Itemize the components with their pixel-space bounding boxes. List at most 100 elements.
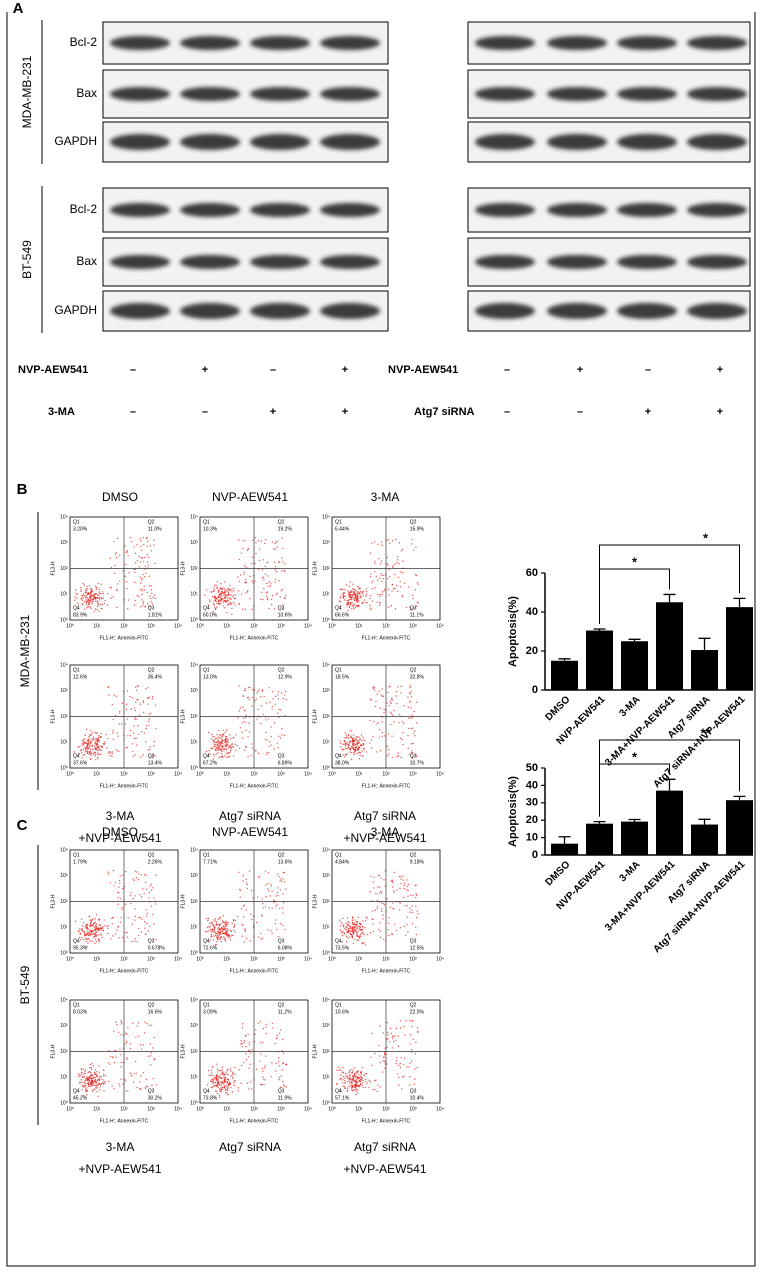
plot-caption: +NVP-AEW541 xyxy=(343,831,426,845)
flow-dot xyxy=(131,923,133,925)
x-tick-label: 10³ xyxy=(409,956,417,962)
flow-dot xyxy=(371,542,373,544)
flow-dot xyxy=(397,1045,400,1047)
flow-dot xyxy=(242,916,245,918)
flow-dot xyxy=(219,744,221,746)
flow-dot xyxy=(218,924,221,927)
flow-dot xyxy=(408,1066,410,1068)
flow-dot xyxy=(109,1063,111,1065)
flow-dot xyxy=(146,697,149,699)
flow-dot xyxy=(353,737,355,739)
flow-dot xyxy=(355,923,357,926)
flow-dot xyxy=(246,887,249,890)
flow-dot xyxy=(243,1061,245,1064)
flow-dot xyxy=(393,1041,395,1043)
flow-dot xyxy=(399,580,401,583)
flow-dot xyxy=(146,1022,148,1025)
flow-dot xyxy=(362,1079,364,1082)
flow-dot xyxy=(145,922,148,925)
flow-dot xyxy=(252,539,254,542)
flow-dot xyxy=(264,1067,266,1069)
flow-dot xyxy=(225,1092,228,1094)
flow-dot xyxy=(86,748,88,750)
flow-dot xyxy=(99,1089,101,1091)
flow-dot xyxy=(98,736,100,739)
flow-dot xyxy=(239,896,241,898)
flow-dot xyxy=(409,1075,411,1078)
flow-dot xyxy=(215,924,218,926)
flow-dot xyxy=(414,1078,416,1080)
quadrant-name: Q1 xyxy=(203,519,210,525)
flow-dot xyxy=(110,566,113,569)
flow-dot xyxy=(99,736,102,739)
flow-dot xyxy=(347,1087,349,1090)
flow-dot xyxy=(274,581,276,583)
quadrant-percent: 12.6% xyxy=(73,674,88,680)
flow-dot xyxy=(221,755,224,757)
treatment-sign: – xyxy=(130,364,136,376)
flow-dot xyxy=(225,746,227,748)
y-tick-label: 10⁴ xyxy=(322,514,330,520)
y-axis-label: FL3-H xyxy=(180,894,186,908)
x-tick-label: 10⁰ xyxy=(66,771,74,777)
flow-dot xyxy=(128,572,130,574)
flow-dot xyxy=(339,597,341,599)
flow-dot xyxy=(151,592,153,594)
flow-dot xyxy=(354,594,357,596)
flow-dot xyxy=(241,1027,244,1029)
flow-dot xyxy=(360,1073,362,1076)
flow-dot xyxy=(134,686,137,689)
flow-dot xyxy=(84,596,87,599)
flow-dot xyxy=(225,744,227,746)
flow-dot xyxy=(102,926,104,928)
flow-dot xyxy=(134,737,136,740)
flow-dot xyxy=(216,1084,218,1087)
flow-dot xyxy=(219,592,222,594)
flow-dot xyxy=(237,1087,240,1089)
flow-dot xyxy=(391,735,393,737)
flow-dot xyxy=(379,922,381,924)
flow-dot xyxy=(98,588,101,591)
flow-dot xyxy=(387,589,389,591)
flow-dot xyxy=(101,603,103,606)
flow-dot xyxy=(142,536,144,539)
flow-dot xyxy=(89,596,92,599)
flow-dot xyxy=(271,594,274,597)
flow-dot xyxy=(115,695,118,698)
flow-dot xyxy=(109,557,112,559)
figure-border xyxy=(6,12,756,1267)
flow-dot xyxy=(210,733,213,736)
flow-dot xyxy=(84,1082,87,1085)
flow-dot xyxy=(254,750,257,752)
flow-dot xyxy=(93,593,95,596)
flow-dot xyxy=(410,894,412,896)
flow-dot xyxy=(225,590,227,592)
flow-dot xyxy=(148,720,150,722)
flow-dot xyxy=(223,597,226,599)
flow-dot xyxy=(215,747,218,749)
flow-dot xyxy=(266,739,268,742)
flow-dots xyxy=(78,1020,157,1098)
flow-dot xyxy=(224,741,226,743)
flow-dot xyxy=(117,896,120,899)
flow-dot xyxy=(95,940,98,943)
flow-dot xyxy=(229,603,231,606)
flow-dot xyxy=(412,1038,414,1041)
flow-dot xyxy=(237,576,239,578)
quadrant-name: Q4 xyxy=(203,605,210,611)
quadrant-name: Q1 xyxy=(335,852,342,858)
flow-dot xyxy=(144,565,147,567)
flow-dot xyxy=(264,542,266,545)
flow-dot xyxy=(383,879,385,881)
flow-dot xyxy=(126,936,129,938)
flow-dot xyxy=(227,752,230,754)
flow-dot xyxy=(348,1069,351,1071)
flow-dot xyxy=(271,1022,274,1025)
flow-dot xyxy=(285,888,287,890)
flow-dot xyxy=(397,752,400,754)
flow-dot xyxy=(405,606,408,609)
flow-dot xyxy=(339,740,341,742)
flow-dot xyxy=(113,694,116,696)
flow-dot xyxy=(107,1062,109,1064)
flow-dot xyxy=(132,750,134,753)
